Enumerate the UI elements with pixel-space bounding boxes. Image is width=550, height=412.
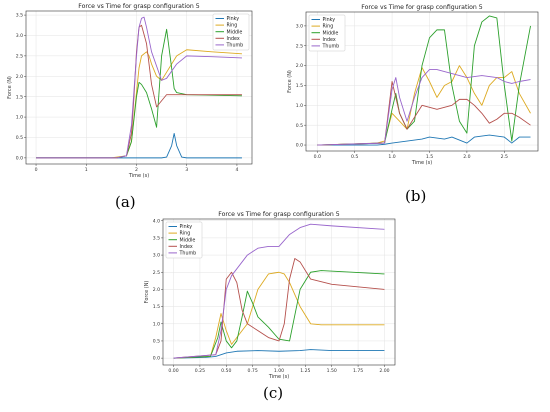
y-axis-label: Force (N) xyxy=(287,70,293,93)
legend-label: Index xyxy=(323,37,336,43)
x-tick-label: 1.0 xyxy=(388,154,395,160)
x-axis-label: Time (s) xyxy=(128,173,149,179)
chart-title: Force vs Time for grasp configuration 5 xyxy=(218,211,340,218)
x-axis-label: Time (s) xyxy=(268,374,289,380)
y-tick-label: 3.5 xyxy=(16,13,23,19)
panel-label-b: (b) xyxy=(405,187,427,205)
series-line-thumb xyxy=(317,69,531,146)
chart-title: Force vs Time for grasp configuration 5 xyxy=(78,3,200,10)
series-line-thumb xyxy=(36,16,242,159)
legend-label: Middle xyxy=(180,237,196,243)
panel-label-a: (a) xyxy=(115,193,136,211)
x-tick-label: 0.75 xyxy=(248,368,258,374)
y-tick-label: 3.0 xyxy=(296,24,303,30)
series-line-index xyxy=(36,24,242,159)
legend-label: Middle xyxy=(323,30,339,36)
x-tick-label: 0.0 xyxy=(314,154,321,160)
x-tick-label: 1.50 xyxy=(327,368,337,374)
chart-b: 0.0 0.5 1.0 1.5 2.0 2.5 0.0 0.5 1.0 1.5 2.0 2.5 3.0 F… xyxy=(287,4,539,166)
legend-label: Index xyxy=(180,244,193,250)
y-tick-label: 1.0 xyxy=(296,103,303,109)
y-tick-label: 0.0 xyxy=(296,143,303,149)
panel-label-c: (c) xyxy=(263,384,284,402)
x-tick-label: 4 xyxy=(235,167,238,173)
x-tick-label: 0.25 xyxy=(195,368,205,374)
legend-label: Thumb xyxy=(226,43,244,49)
legend-label: Pinky xyxy=(180,224,193,230)
x-tick-label: 2 xyxy=(135,167,138,173)
chart-a: 0 1 2 3 4 0.0 0.5 1.0 1.5 2.0 2.5 3.0 3.5 Force vs Ti… xyxy=(7,3,253,179)
series-line-index xyxy=(173,258,385,359)
x-tick-label: 2.5 xyxy=(501,154,508,160)
y-tick-label: 0.5 xyxy=(153,339,160,345)
plot-frame xyxy=(305,11,539,152)
y-tick-label: 1.5 xyxy=(16,94,23,100)
series-line-ring xyxy=(173,271,385,359)
legend-label: Pinky xyxy=(227,16,240,22)
y-tick-label: 1.0 xyxy=(16,115,23,121)
y-tick-label: 2.5 xyxy=(296,43,303,49)
series-line-middle xyxy=(173,270,385,359)
x-tick-label: 0.5 xyxy=(351,154,358,160)
series-line-pinky xyxy=(36,132,242,159)
chart-title: Force vs Time for grasp configuration 5 xyxy=(361,4,483,11)
chart-c: 0.00 0.25 0.50 0.75 1.00 1.25 1.50 1.75 2.00 0.0 0… xyxy=(144,211,396,380)
legend-label: Index xyxy=(227,36,240,42)
series-line-ring xyxy=(36,49,242,159)
y-axis-label: Force (N) xyxy=(7,76,13,99)
y-tick-label: 2.0 xyxy=(153,287,160,293)
y-tick-label: 3.0 xyxy=(16,33,23,39)
y-tick-label: 3.0 xyxy=(153,253,160,259)
series-line-pinky xyxy=(317,134,531,146)
x-tick-label: 0.50 xyxy=(221,368,231,374)
y-tick-label: 2.0 xyxy=(16,74,23,80)
legend-label: Ring xyxy=(227,23,238,29)
series-line-index xyxy=(317,81,531,146)
legend-box xyxy=(212,13,250,51)
legend-box xyxy=(165,221,203,259)
plot-frame xyxy=(162,218,396,366)
legend-label: Pinky xyxy=(323,17,336,23)
legend-label: Middle xyxy=(227,29,243,35)
y-axis-label: Force (N) xyxy=(144,281,150,304)
x-tick-label: 3 xyxy=(185,167,188,173)
y-tick-label: 0.5 xyxy=(296,123,303,129)
x-tick-label: 1.25 xyxy=(300,368,310,374)
x-tick-label: 2.0 xyxy=(463,154,470,160)
legend-label: Ring xyxy=(323,24,334,30)
y-tick-label: 1.5 xyxy=(296,83,303,89)
y-tick-label: 0.0 xyxy=(16,155,23,161)
x-tick-label: 1.00 xyxy=(274,368,284,374)
y-tick-label: 4.0 xyxy=(153,218,160,224)
x-tick-label: 2.00 xyxy=(379,368,389,374)
x-tick-label: 1 xyxy=(85,167,88,173)
x-tick-label: 1.75 xyxy=(353,368,363,374)
series-line-middle xyxy=(36,28,242,159)
legend-label: Thumb xyxy=(322,44,340,50)
y-tick-label: 2.0 xyxy=(296,63,303,69)
legend-label: Thumb xyxy=(179,251,197,257)
x-tick-label: 0.00 xyxy=(168,368,178,374)
y-tick-label: 0.0 xyxy=(153,356,160,362)
y-tick-label: 3.5 xyxy=(153,235,160,241)
y-tick-label: 0.5 xyxy=(16,135,23,141)
x-axis-label: Time (s) xyxy=(411,160,432,166)
series-line-thumb xyxy=(173,223,385,359)
series-line-ring xyxy=(317,65,531,146)
series-line-pinky xyxy=(173,349,385,359)
y-tick-label: 2.5 xyxy=(16,53,23,59)
series-line-middle xyxy=(317,15,531,146)
x-tick-label: 1.5 xyxy=(426,154,433,160)
x-tick-label: 0 xyxy=(35,167,38,173)
legend-box xyxy=(308,14,346,52)
y-tick-label: 2.5 xyxy=(153,270,160,276)
y-tick-label: 1.0 xyxy=(153,321,160,327)
y-tick-label: 1.5 xyxy=(153,304,160,310)
legend-label: Ring xyxy=(180,231,191,237)
plot-frame xyxy=(25,10,253,165)
